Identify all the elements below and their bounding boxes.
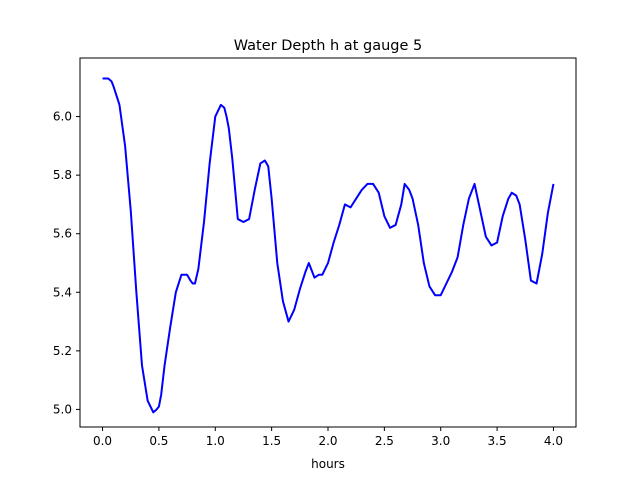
series-line-0 bbox=[102, 77, 555, 414]
x-tick-label: 1.0 bbox=[206, 434, 225, 448]
x-tick-label: 2.5 bbox=[375, 434, 394, 448]
y-tick-label: 6.0 bbox=[53, 110, 72, 124]
x-tick-label: 3.5 bbox=[488, 434, 507, 448]
x-tick-label: 0.5 bbox=[149, 434, 168, 448]
x-tick-label: 2.0 bbox=[318, 434, 337, 448]
y-tick-label: 5.4 bbox=[53, 285, 72, 299]
y-tick-label: 5.0 bbox=[53, 402, 72, 416]
x-axis-label: hours bbox=[311, 457, 345, 471]
x-tick-label: 1.5 bbox=[262, 434, 281, 448]
y-tick-label: 5.8 bbox=[53, 168, 72, 182]
x-tick-label: 4.0 bbox=[544, 434, 563, 448]
x-tick-label: 0.0 bbox=[93, 434, 112, 448]
y-tick-label: 5.6 bbox=[53, 227, 72, 241]
y-tick-label: 5.2 bbox=[53, 344, 72, 358]
plot-area: 0.0 0.5 1.0 1.5 2.0 2.5 3.0 3.5 4.0 5.0 5.2 5.4 5.6 5… bbox=[53, 57, 577, 448]
chart-title: Water Depth h at gauge 5 bbox=[234, 38, 422, 54]
x-tick-label: 3.0 bbox=[431, 434, 450, 448]
